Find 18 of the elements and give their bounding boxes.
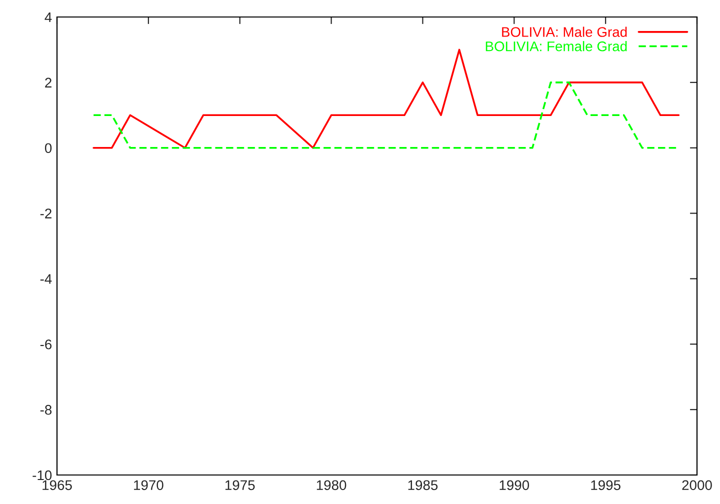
x-tick-label: 2000	[682, 480, 712, 490]
y-tick-label: -8	[40, 404, 52, 415]
legend-label: BOLIVIA: Male Grad	[502, 26, 627, 37]
y-tick-label: 4	[44, 12, 52, 22]
y-tick-label: -10	[32, 470, 52, 480]
y-tick-label: -6	[40, 339, 52, 350]
x-tick-label: 1985	[408, 480, 438, 490]
legend-label: BOLIVIA: Female Grad	[486, 41, 627, 52]
x-tick-label: 1990	[500, 480, 530, 490]
x-tick-label: 1965	[42, 480, 72, 490]
x-tick-label: 1995	[591, 480, 620, 490]
y-tick-label: 0	[44, 143, 52, 154]
y-tick-label: -4	[40, 274, 52, 284]
x-tick-label: 1975	[225, 480, 255, 490]
y-tick-label: 2	[45, 78, 52, 88]
y-tick-label: -2	[40, 208, 52, 218]
x-tick-label: 1970	[134, 480, 164, 490]
x-tick-label: 1980	[316, 480, 346, 490]
